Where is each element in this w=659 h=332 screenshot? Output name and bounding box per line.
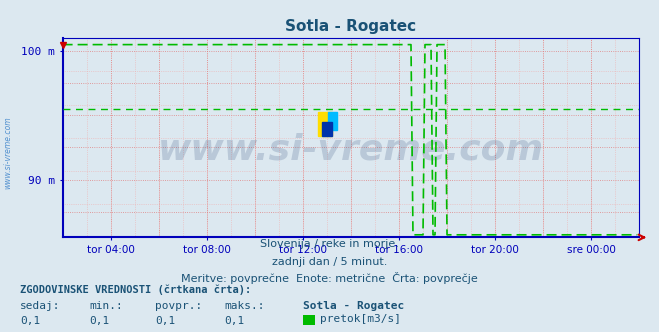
Text: 0,1: 0,1 xyxy=(89,316,109,326)
Text: 0,1: 0,1 xyxy=(20,316,40,326)
Text: 0,1: 0,1 xyxy=(224,316,244,326)
Text: min.:: min.: xyxy=(89,301,123,311)
Text: Meritve: povprečne  Enote: metrične  Črta: povprečje: Meritve: povprečne Enote: metrične Črta:… xyxy=(181,272,478,284)
Bar xyxy=(328,112,337,130)
Text: pretok[m3/s]: pretok[m3/s] xyxy=(320,314,401,324)
Text: zadnji dan / 5 minut.: zadnji dan / 5 minut. xyxy=(272,257,387,267)
Text: www.si-vreme.com: www.si-vreme.com xyxy=(3,117,13,189)
Text: Slovenija / reke in morje.: Slovenija / reke in morje. xyxy=(260,239,399,249)
Text: sedaj:: sedaj: xyxy=(20,301,60,311)
Text: ZGODOVINSKE VREDNOSTI (črtkana črta):: ZGODOVINSKE VREDNOSTI (črtkana črta): xyxy=(20,284,251,295)
Text: www.si-vreme.com: www.si-vreme.com xyxy=(158,133,544,167)
Text: Sotla - Rogatec: Sotla - Rogatec xyxy=(303,301,405,311)
Title: Sotla - Rogatec: Sotla - Rogatec xyxy=(285,19,416,34)
Bar xyxy=(322,122,333,136)
Text: povpr.:: povpr.: xyxy=(155,301,202,311)
Bar xyxy=(318,112,333,136)
Text: maks.:: maks.: xyxy=(224,301,264,311)
Text: 0,1: 0,1 xyxy=(155,316,175,326)
